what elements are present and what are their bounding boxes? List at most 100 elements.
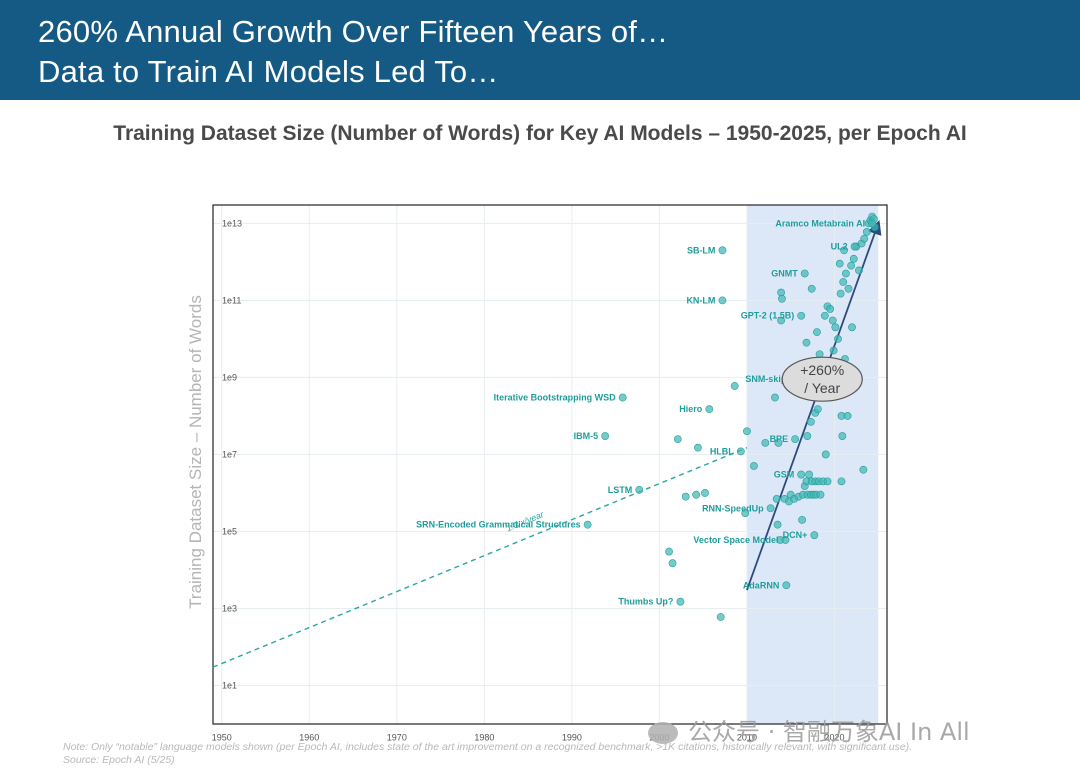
point-label: Hiero (679, 404, 703, 414)
x-tick-label: 2010 (737, 732, 757, 742)
data-point (843, 412, 852, 420)
data-point (761, 438, 770, 447)
point-labels: SRN-Encoded Grammatical Structures IBM-5 I… (416, 218, 865, 606)
data-point-labeled (781, 536, 790, 544)
data-point (805, 470, 813, 479)
banner-title-line-1: 260% Annual Growth Over Fifteen Years of… (38, 14, 669, 49)
point-label: LSTM (608, 485, 633, 495)
data-point-labeled (705, 405, 714, 414)
data-point-labeled (868, 219, 877, 228)
data-point (803, 432, 812, 440)
y-axis-ticks: 1e1 1e3 1e5 1e7 1e9 1e11 1e13 (222, 218, 242, 690)
wechat-icon (648, 722, 678, 744)
point-label: SB-LM (687, 245, 716, 255)
point-label: Iterative Bootstrapping WSD (494, 393, 617, 403)
point-label: HLBL (710, 446, 734, 456)
point-label: IBM-5 (574, 431, 599, 441)
y-tick-label: 1e13 (222, 218, 242, 228)
footnote-note: Note: Only “notable” language models sho… (63, 741, 913, 753)
highlight-region (746, 205, 879, 724)
data-point-labeled (635, 485, 644, 494)
data-point (773, 520, 782, 529)
data-point (831, 323, 840, 332)
point-label: SRN-Encoded Grammatical Structures (416, 520, 581, 530)
data-point (681, 492, 690, 501)
data-point (730, 382, 739, 390)
y-axis-label: Training Dataset Size – Number of Words (186, 295, 205, 609)
plot-frame (212, 204, 888, 725)
data-point (834, 335, 842, 343)
data-point-labeled (601, 432, 610, 440)
point-label: Thumbs Up? (618, 597, 673, 607)
data-point (844, 284, 853, 293)
data-point (807, 284, 816, 293)
growth-callout-ellipse (781, 356, 863, 402)
data-point (813, 405, 822, 414)
x-tick-label: 1980 (474, 732, 494, 742)
footnote: Note: Only “notable” language models sho… (63, 741, 1063, 767)
data-point-labeled (766, 504, 775, 513)
data-point (798, 515, 806, 524)
data-point (802, 338, 811, 347)
watermark: 公众号 · 智融万象AI In All (648, 712, 970, 747)
data-point (701, 489, 709, 497)
data-point (836, 289, 845, 298)
data-point (772, 495, 781, 503)
data-point (668, 559, 677, 568)
data-point (694, 443, 702, 452)
annotations: +260% / Year (781, 356, 863, 402)
data-point (849, 254, 858, 263)
x-tick-label: 1960 (299, 732, 319, 742)
trend-arrow-modern (746, 219, 882, 591)
data-point (835, 259, 844, 268)
data-point-labeled (736, 447, 745, 456)
data-point (848, 323, 856, 332)
point-label: AdaRNN (743, 580, 780, 590)
data-point (841, 269, 850, 278)
data-point-labeled (718, 296, 727, 305)
data-point (826, 305, 835, 313)
plot-background (213, 205, 887, 724)
point-label: GPT-2 (1.5B) (741, 311, 795, 321)
data-point-labeled (583, 520, 592, 529)
trend-line-historical (212, 447, 748, 668)
data-point (750, 462, 758, 470)
banner-title-line-2: Data to Train AI Models Led To… (38, 54, 499, 89)
data-point (777, 316, 785, 325)
data-point-labeled (618, 393, 627, 402)
watermark-text: 公众号 · 智融万象AI In All (688, 718, 970, 746)
data-point (741, 509, 750, 517)
data-point (774, 438, 783, 447)
data-point (847, 261, 856, 270)
point-label: DCN+ (783, 530, 808, 540)
point-label: Aramco Metabrain AI (775, 218, 865, 228)
point-label: KN-LM (686, 295, 715, 305)
point-label: GNMT (771, 268, 798, 278)
chart-subtitle: Training Dataset Size (Number of Words) … (113, 122, 967, 145)
y-tick-label: 1e7 (222, 449, 237, 459)
data-point (778, 294, 786, 303)
data-point (673, 435, 682, 444)
point-label: GSM (774, 470, 795, 480)
data-point-labeled (782, 581, 791, 590)
data-point (665, 547, 673, 556)
data-point (840, 246, 849, 255)
x-tick-label: 1970 (387, 732, 407, 742)
data-point (862, 228, 871, 236)
y-tick-label: 1e11 (222, 295, 241, 305)
point-label: Vector Space Model (693, 535, 778, 545)
data-point (743, 427, 751, 436)
point-label: UL2 (831, 242, 848, 252)
data-point-labeled (676, 597, 685, 606)
data-point-labeled (797, 311, 806, 320)
data-point (806, 417, 815, 426)
data-point (828, 316, 837, 325)
y-tick-label: 1e1 (222, 680, 237, 690)
grid (212, 204, 888, 725)
point-label: RNN-SpeedUp (702, 503, 764, 513)
data-point (839, 278, 848, 286)
x-tick-label: 2020 (824, 732, 844, 742)
data-point-labeled (800, 269, 809, 278)
data-point-labeled (850, 242, 859, 251)
